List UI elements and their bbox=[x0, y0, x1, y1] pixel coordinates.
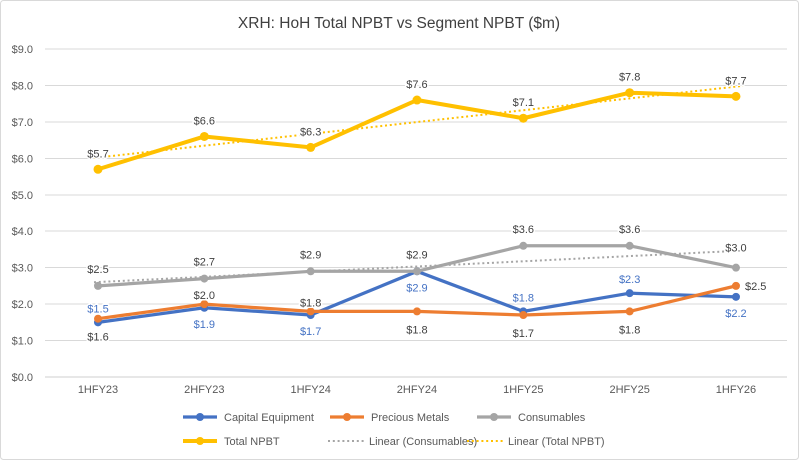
data-label-consumables: $3.0 bbox=[725, 243, 746, 255]
data-point-precious-metals bbox=[94, 314, 102, 323]
x-tick-label-1hfy25: 1HFY25 bbox=[503, 384, 543, 396]
y-tick-label: $9.0 bbox=[12, 44, 33, 56]
data-label-total-npbt: $6.3 bbox=[300, 126, 321, 138]
data-label-precious-metals: $1.6 bbox=[87, 332, 108, 344]
data-point-consumables bbox=[200, 274, 209, 283]
data-point-capital-equipment bbox=[731, 292, 740, 301]
data-point-precious-metals bbox=[306, 307, 315, 316]
legend-label-total-npbt: Total NPBT bbox=[224, 436, 280, 448]
data-label-consumables: $3.6 bbox=[619, 224, 640, 236]
legend-item-consumables[interactable]: Consumables bbox=[477, 412, 586, 424]
data-point-precious-metals bbox=[412, 307, 421, 316]
data-point-consumables bbox=[519, 241, 528, 250]
y-axis-labels: $0.0 $1.0 $2.0 $3.0 $4.0 $5.0 $6.0 $7.0 $8.0 $9.0 bbox=[12, 44, 33, 384]
data-label-total-npbt: $7.8 bbox=[619, 72, 640, 84]
data-label-total-npbt: $6.6 bbox=[194, 115, 215, 127]
data-point-consumables bbox=[94, 281, 102, 290]
data-label-precious-metals: $2.5 bbox=[745, 281, 766, 293]
data-point-consumables bbox=[625, 241, 634, 250]
data-label-consumables: $2.5 bbox=[87, 264, 108, 276]
legend-item-total-npbt[interactable]: Total NPBT bbox=[183, 436, 280, 448]
x-tick-label-1hfy26: 1HFY26 bbox=[716, 384, 756, 396]
data-label-consumables: $3.6 bbox=[513, 224, 534, 236]
data-label-layer: $1.5 $1.9 $1.7 $2.9 $1.8 $2.3 $2.2 $1.6 $2.0 $1.8… bbox=[86, 70, 768, 345]
y-tick-label: $4.0 bbox=[12, 226, 33, 238]
data-label-precious-metals: $1.7 bbox=[513, 328, 534, 340]
data-label-capital-equipment: $1.7 bbox=[300, 326, 321, 338]
y-tick-label: $0.0 bbox=[12, 372, 33, 384]
trendline-linear-total-npbt bbox=[93, 84, 744, 159]
legend-label-capital-equipment: Capital Equipment bbox=[224, 412, 314, 424]
trendline-layer bbox=[93, 84, 744, 284]
y-tick-label: $6.0 bbox=[12, 153, 33, 165]
data-point-total-npbt bbox=[731, 91, 741, 101]
data-label-precious-metals: $1.8 bbox=[300, 297, 321, 309]
legend-label-precious-metals: Precious Metals bbox=[371, 412, 450, 424]
legend-swatch-marker-precious-metals bbox=[343, 413, 351, 421]
data-point-precious-metals bbox=[731, 281, 740, 290]
data-point-total-npbt bbox=[199, 131, 209, 141]
data-point-total-npbt bbox=[93, 164, 103, 174]
data-point-total-npbt bbox=[625, 88, 635, 98]
data-label-capital-equipment: $1.8 bbox=[513, 292, 534, 304]
y-tick-label: $5.0 bbox=[12, 190, 33, 202]
legend-label-linear-consumables: Linear (Consumables) bbox=[369, 436, 477, 448]
data-point-total-npbt bbox=[518, 113, 528, 123]
legend-item-capital-equipment[interactable]: Capital Equipment bbox=[183, 412, 314, 424]
y-tick-label: $2.0 bbox=[12, 299, 33, 311]
legend-label-consumables: Consumables bbox=[518, 412, 586, 424]
legend-swatch-marker-consumables bbox=[490, 413, 498, 421]
y-tick-label: $7.0 bbox=[12, 117, 33, 129]
x-tick-label-1hfy24: 1HFY24 bbox=[290, 384, 330, 396]
legend: Capital Equipment Precious Metals Consumab… bbox=[183, 412, 605, 448]
x-tick-label-2hfy24: 2HFY24 bbox=[397, 384, 437, 396]
x-axis-labels: 1HFY23 2HFY23 1HFY24 2HFY24 1HFY25 2HFY25 1HFY… bbox=[78, 384, 756, 396]
legend-swatch-marker-capital-equipment bbox=[196, 413, 204, 421]
data-label-total-npbt: $7.7 bbox=[725, 75, 746, 87]
data-label-total-npbt: $7.1 bbox=[513, 97, 534, 109]
series-layer bbox=[93, 88, 741, 327]
legend-label-linear-total-npbt: Linear (Total NPBT) bbox=[508, 436, 605, 448]
y-tick-label: $1.0 bbox=[12, 336, 33, 348]
x-tick-label-2hfy23: 2HFY23 bbox=[184, 384, 224, 396]
x-tick-label-1hfy23: 1HFY23 bbox=[78, 384, 118, 396]
trendline-linear-consumables bbox=[93, 249, 737, 284]
data-label-total-npbt: $5.7 bbox=[87, 148, 108, 160]
data-label-consumables: $2.9 bbox=[406, 249, 427, 261]
data-point-total-npbt bbox=[412, 95, 422, 105]
data-label-consumables: $2.9 bbox=[300, 249, 321, 261]
data-point-precious-metals bbox=[625, 307, 634, 316]
data-label-precious-metals: $1.8 bbox=[406, 324, 427, 336]
data-label-capital-equipment: $2.3 bbox=[619, 274, 640, 286]
data-label-capital-equipment: $2.9 bbox=[406, 282, 427, 294]
legend-item-linear-total-npbt[interactable]: Linear (Total NPBT) bbox=[467, 436, 605, 448]
data-point-precious-metals bbox=[519, 311, 528, 320]
data-label-total-npbt: $7.6 bbox=[406, 79, 427, 91]
gridlines bbox=[45, 48, 787, 378]
data-point-consumables bbox=[412, 267, 421, 276]
data-point-capital-equipment bbox=[625, 289, 634, 298]
data-label-capital-equipment: $1.5 bbox=[87, 303, 108, 315]
data-label-capital-equipment: $2.2 bbox=[725, 308, 746, 320]
data-point-precious-metals bbox=[200, 300, 209, 309]
data-label-consumables: $2.7 bbox=[194, 257, 215, 269]
legend-item-precious-metals[interactable]: Precious Metals bbox=[330, 412, 450, 424]
data-label-capital-equipment: $1.9 bbox=[194, 319, 215, 331]
data-point-consumables bbox=[731, 263, 740, 272]
x-tick-label-2hfy25: 2HFY25 bbox=[609, 384, 649, 396]
data-point-total-npbt bbox=[306, 142, 316, 152]
y-tick-label: $8.0 bbox=[12, 80, 33, 92]
data-label-precious-metals: $1.8 bbox=[619, 324, 640, 336]
legend-item-linear-consumables[interactable]: Linear (Consumables) bbox=[328, 436, 477, 448]
data-label-precious-metals: $2.0 bbox=[194, 290, 215, 302]
y-tick-label: $3.0 bbox=[12, 263, 33, 275]
legend-swatch-marker-total-npbt bbox=[196, 437, 204, 445]
chart-title: XRH: HoH Total NPBT vs Segment NPBT ($m) bbox=[238, 15, 560, 32]
